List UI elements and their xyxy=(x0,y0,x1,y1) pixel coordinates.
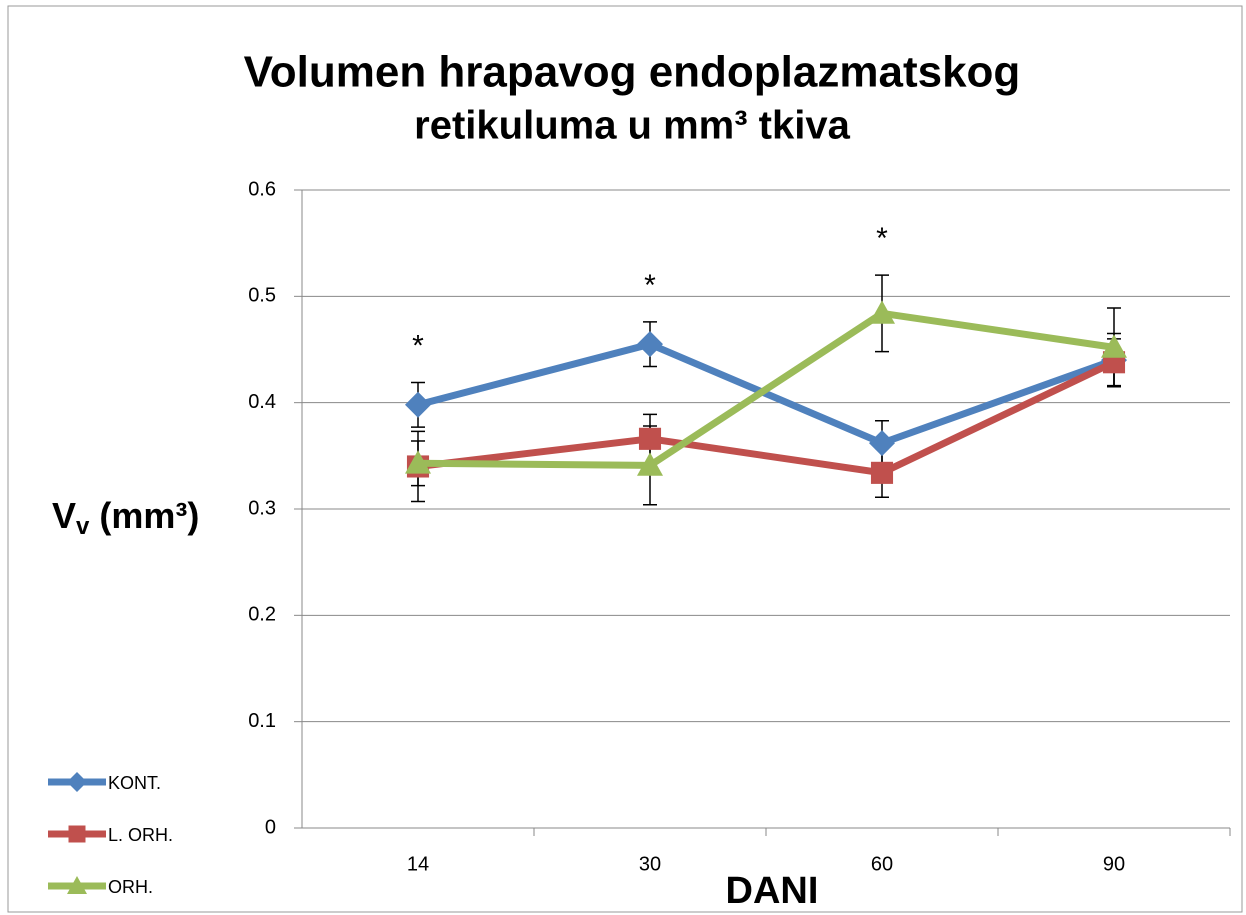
series-line xyxy=(417,309,1115,469)
legend-label: ORH. xyxy=(108,877,153,897)
x-tick-label: 90 xyxy=(1103,853,1125,875)
annotation: * xyxy=(644,269,656,302)
marker xyxy=(870,461,894,484)
y-tick-label: 0.6 xyxy=(248,178,276,200)
chart-title: retikuluma u mm³ tkiva xyxy=(414,104,850,148)
marker xyxy=(869,430,895,457)
y-label-base: V xyxy=(52,495,76,536)
marker xyxy=(869,300,895,324)
y-tick-label: 0.2 xyxy=(248,604,276,626)
marker xyxy=(405,391,431,418)
marker xyxy=(637,331,663,358)
annotation: * xyxy=(412,329,424,362)
y-axis-label: Vv (mm³) xyxy=(52,495,199,541)
marker xyxy=(638,427,662,450)
marker xyxy=(1101,334,1127,358)
marker xyxy=(405,450,431,474)
series-line xyxy=(417,340,1116,447)
marker xyxy=(637,452,663,476)
marker xyxy=(68,825,86,843)
y-tick-label: 0.5 xyxy=(248,285,276,307)
y-label-sub: v xyxy=(76,513,90,540)
series-line xyxy=(417,359,1116,477)
marker xyxy=(67,876,87,894)
x-tick-label: 14 xyxy=(407,853,429,875)
annotation: * xyxy=(876,222,888,255)
y-tick-label: 0.4 xyxy=(248,391,276,413)
y-label-rest: (mm³) xyxy=(89,495,199,536)
x-tick-label: 30 xyxy=(639,853,661,875)
x-tick-label: 60 xyxy=(871,853,893,875)
legend-label: L. ORH. xyxy=(108,825,173,845)
y-tick-label: 0.1 xyxy=(248,710,276,732)
y-tick-label: 0 xyxy=(265,816,276,838)
marker xyxy=(67,772,87,792)
chart-frame xyxy=(7,5,1243,913)
x-axis-label: DANI xyxy=(726,870,819,912)
legend-label: KONT. xyxy=(108,773,161,793)
chart-title: Volumen hrapavog endoplazmatskog xyxy=(244,48,1021,97)
y-tick-label: 0.3 xyxy=(248,497,276,519)
